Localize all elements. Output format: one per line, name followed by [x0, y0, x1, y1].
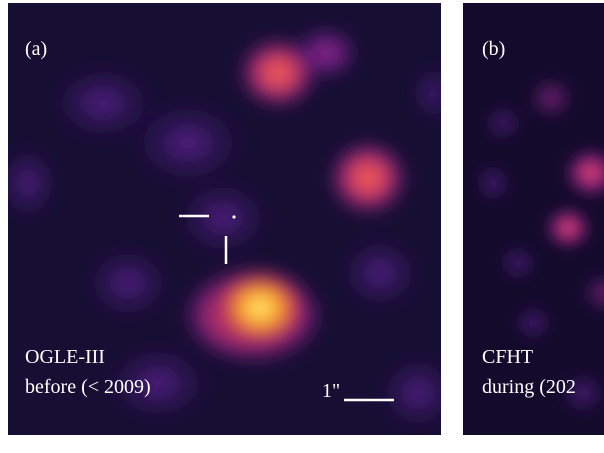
- panel-b-survey: CFHT: [482, 346, 534, 368]
- panel-b-epoch: during (202: [482, 376, 576, 398]
- panel-a-caption: OGLE-III before (< 2009): [25, 342, 151, 402]
- target-dot: [232, 215, 236, 219]
- panel-b-cfht-image: (b) CFHT during (202: [463, 3, 604, 435]
- scale-bar-label: 1": [322, 380, 341, 402]
- panel-a-survey: OGLE-III: [25, 346, 105, 368]
- panel-b-caption: CFHT during (202: [482, 342, 576, 402]
- panel-b-sky-image: [463, 3, 604, 435]
- panel-a-epoch: before (< 2009): [25, 376, 151, 398]
- panel-a-sky-image: [8, 3, 441, 435]
- panel-a-label: (a): [25, 38, 48, 60]
- panel-a-ogle-image: (a) OGLE-III before (< 2009) 1": [8, 3, 441, 435]
- panel-b-label: (b): [482, 38, 506, 60]
